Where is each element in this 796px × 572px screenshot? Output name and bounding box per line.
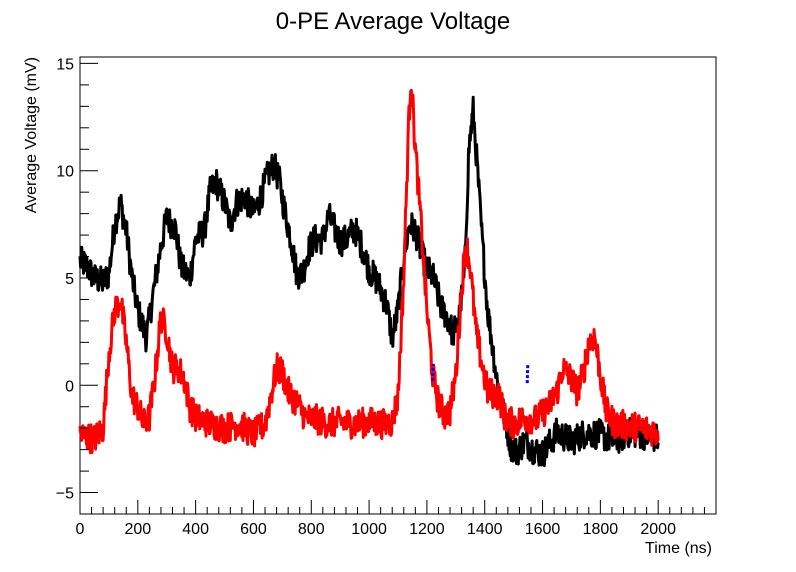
series-line-1	[78, 95, 660, 468]
y-axis-label: Average Voltage (mV)	[23, 57, 40, 213]
y-tick-label: 15	[56, 56, 74, 73]
x-axis-label: Time (ns)	[645, 540, 712, 557]
y-tick-label: −5	[56, 486, 74, 503]
series-layer	[78, 88, 660, 468]
y-tick-label: 10	[56, 164, 74, 181]
series-line-4	[525, 363, 530, 384]
x-tick-label: 2000	[640, 521, 676, 538]
x-tick-label: 400	[182, 521, 209, 538]
y-tick-label: 5	[65, 271, 74, 288]
series-line-3	[431, 363, 435, 382]
y-axis: −5 0 5 10 15	[56, 56, 98, 515]
chart-title: 0-PE Average Voltage	[276, 8, 510, 35]
x-tick-label: 1000	[351, 521, 387, 538]
x-tick-label: 1400	[467, 521, 503, 538]
x-tick-label: 600	[240, 521, 267, 538]
x-axis: 0 200 400 600 800 1000 1200 1400 1600 1800 2000	[76, 500, 717, 538]
x-tick-label: 1800	[583, 521, 619, 538]
x-tick-label: 800	[298, 521, 325, 538]
series-line-2	[78, 88, 660, 455]
y-tick-label: 0	[65, 378, 74, 395]
plot-frame	[79, 56, 717, 515]
x-tick-label: 1200	[409, 521, 445, 538]
x-tick-label: 0	[76, 521, 85, 538]
x-tick-label: 200	[124, 521, 151, 538]
x-tick-label: 1600	[525, 521, 561, 538]
